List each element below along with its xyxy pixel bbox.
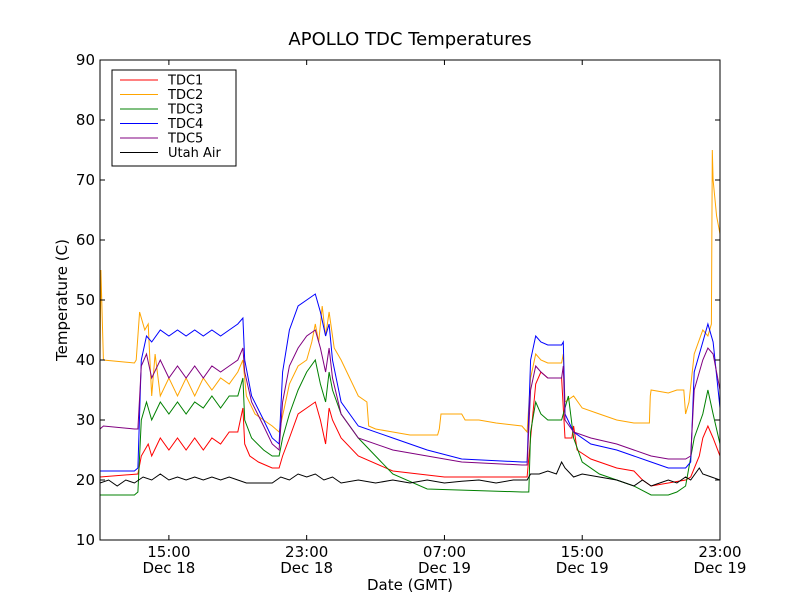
legend-label: TDC1 bbox=[167, 74, 203, 89]
x-tick-label-date: Dec 19 bbox=[556, 559, 609, 577]
legend-label: TDC3 bbox=[167, 103, 203, 118]
chart-title: APOLLO TDC Temperatures bbox=[288, 29, 531, 50]
series-line-tdc2 bbox=[100, 149, 720, 436]
x-tick-label-date: Dec 18 bbox=[280, 559, 333, 577]
x-axis-label: Date (GMT) bbox=[367, 576, 453, 594]
legend-label: TDC4 bbox=[167, 117, 203, 132]
legend-label: TDC5 bbox=[167, 132, 203, 147]
series-line-utah-air bbox=[100, 460, 720, 487]
y-tick-label: 40 bbox=[76, 351, 95, 369]
x-tick-label-time: 23:00 bbox=[698, 543, 741, 561]
legend-label: TDC2 bbox=[167, 88, 203, 103]
x-tick-label-time: 15:00 bbox=[147, 543, 190, 561]
x-tick-label-time: 15:00 bbox=[561, 543, 604, 561]
y-tick-label: 90 bbox=[76, 51, 95, 69]
x-tick-label-time: 07:00 bbox=[423, 543, 466, 561]
y-tick-label: 80 bbox=[76, 111, 95, 129]
y-tick-label: 70 bbox=[76, 171, 95, 189]
y-tick-label: 30 bbox=[76, 411, 95, 429]
series-line-tdc4 bbox=[100, 293, 720, 472]
x-tick-label-date: Dec 19 bbox=[694, 559, 747, 577]
y-axis-label: Temperature (C) bbox=[53, 239, 71, 362]
legend-label: Utah Air bbox=[168, 146, 221, 161]
y-tick-label: 50 bbox=[76, 291, 95, 309]
x-tick-label-time: 23:00 bbox=[285, 543, 328, 561]
series-line-tdc5 bbox=[100, 329, 720, 466]
series-layer bbox=[100, 149, 720, 496]
y-tick-label: 20 bbox=[76, 471, 95, 489]
x-tick-label-date: Dec 18 bbox=[142, 559, 195, 577]
legend-box bbox=[111, 69, 237, 167]
series-line-tdc3 bbox=[100, 358, 720, 496]
x-tick-label-date: Dec 19 bbox=[418, 559, 471, 577]
y-tick-label: 10 bbox=[76, 531, 95, 549]
y-tick-label: 60 bbox=[76, 231, 95, 249]
